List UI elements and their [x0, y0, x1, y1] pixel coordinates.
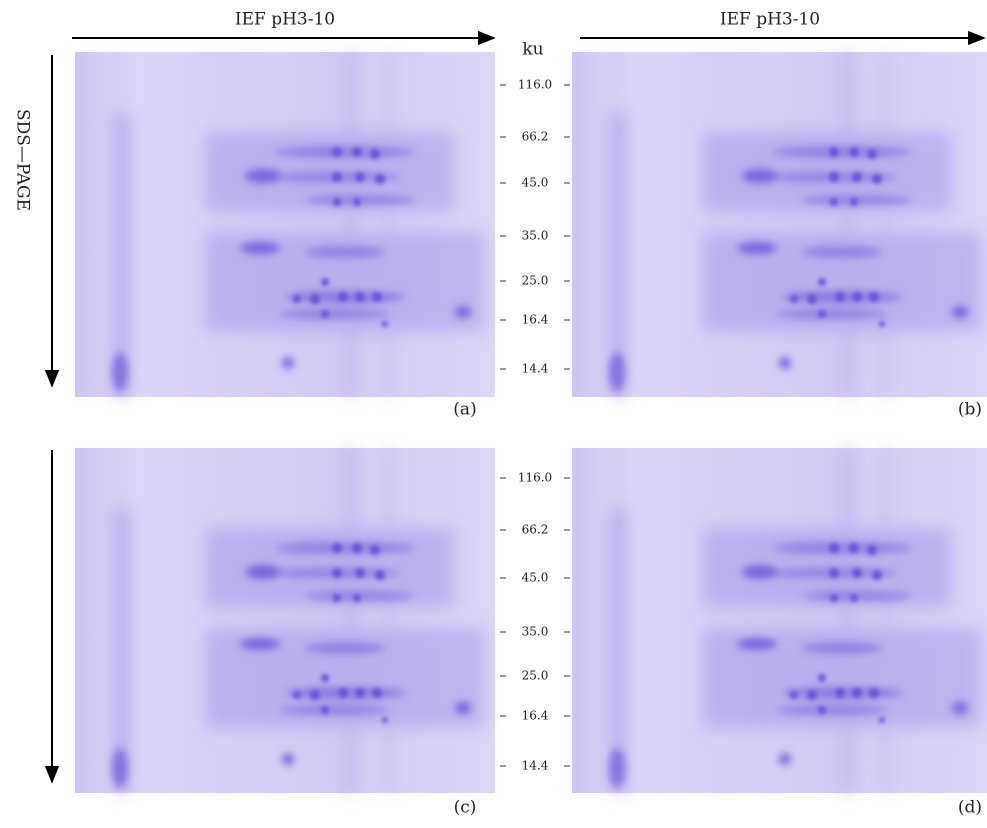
marker-label: 14.4 — [522, 759, 549, 773]
ief-label: IEF pH3-10 — [720, 10, 820, 30]
gel-image — [572, 52, 987, 397]
marker-label: 35.0 — [522, 229, 549, 243]
panel-label: (b) — [958, 400, 982, 420]
marker-label: 66.2 — [522, 523, 549, 537]
gel-image — [572, 448, 987, 793]
panel-label: (d) — [958, 798, 982, 818]
sds-label: SDS—PAGE — [13, 109, 33, 211]
marker-label: 16.4 — [522, 709, 549, 723]
marker-label: 116.0 — [518, 471, 552, 485]
gel-image — [75, 448, 495, 793]
panel-label: (a) — [453, 400, 476, 420]
marker-label: 66.2 — [522, 130, 549, 144]
gel-image — [75, 52, 495, 397]
marker-label: 25.0 — [522, 669, 549, 683]
ief-label: IEF pH3-10 — [235, 10, 335, 30]
marker-label: 14.4 — [522, 362, 549, 376]
marker-label: 35.0 — [522, 625, 549, 639]
panel-label: (c) — [454, 798, 477, 818]
marker-label: 45.0 — [522, 571, 549, 585]
marker-label: 116.0 — [518, 78, 552, 92]
unit-label: ku — [522, 40, 543, 60]
marker-label: 45.0 — [522, 176, 549, 190]
marker-label: 25.0 — [522, 274, 549, 288]
marker-label: 16.4 — [522, 313, 549, 327]
